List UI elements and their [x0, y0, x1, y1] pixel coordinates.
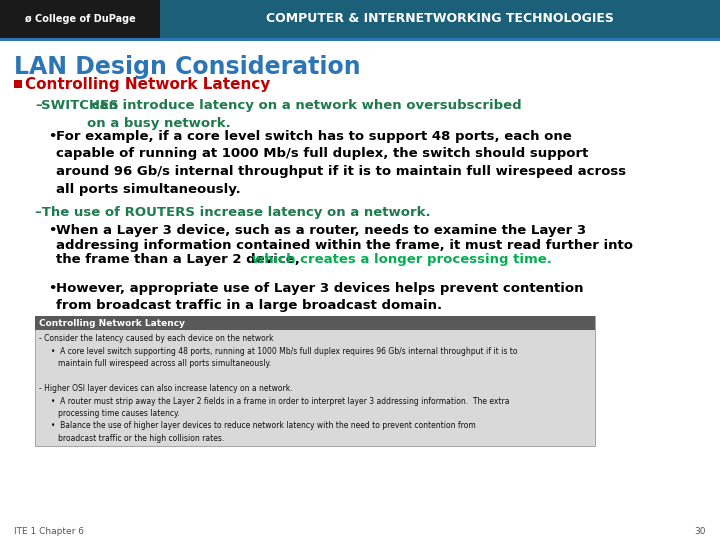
- Bar: [0, 38, 720, 41]
- Bar: [35, 316, 595, 330]
- Text: which creates a longer processing time.: which creates a longer processing time.: [252, 253, 552, 266]
- Bar: [14, 80, 22, 88]
- Text: –The use of ROUTERS increase latency on a network.: –The use of ROUTERS increase latency on …: [35, 206, 431, 219]
- Text: 30: 30: [695, 528, 706, 537]
- Text: can introduce latency on a network when oversubscribed
on a busy network.: can introduce latency on a network when …: [87, 99, 521, 130]
- Text: Controlling Network Latency: Controlling Network Latency: [25, 77, 271, 91]
- Text: ITE 1 Chapter 6: ITE 1 Chapter 6: [14, 528, 84, 537]
- Text: •: •: [48, 130, 56, 143]
- Text: –: –: [35, 99, 42, 112]
- Text: •: •: [48, 282, 56, 295]
- Text: Controlling Network Latency: Controlling Network Latency: [39, 319, 185, 327]
- Text: - Consider the latency caused by each device on the network
     •  A core level: - Consider the latency caused by each de…: [39, 334, 518, 443]
- Bar: [0, 0, 720, 38]
- Bar: [0, 0, 160, 38]
- Text: For example, if a core level switch has to support 48 ports, each one
capable of: For example, if a core level switch has …: [56, 130, 626, 195]
- Text: When a Layer 3 device, such as a router, needs to examine the Layer 3: When a Layer 3 device, such as a router,…: [56, 224, 586, 237]
- Text: •: •: [48, 224, 56, 237]
- Text: ø College of DuPage: ø College of DuPage: [24, 14, 135, 24]
- Text: SWITCHES: SWITCHES: [41, 99, 119, 112]
- Text: addressing information contained within the frame, it must read further into: addressing information contained within …: [56, 239, 633, 252]
- Text: COMPUTER & INTERNETWORKING TECHNOLOGIES: COMPUTER & INTERNETWORKING TECHNOLOGIES: [266, 12, 614, 25]
- Text: the frame than a Layer 2 device,: the frame than a Layer 2 device,: [56, 253, 305, 266]
- Bar: [35, 316, 595, 446]
- Text: LAN Design Consideration: LAN Design Consideration: [14, 55, 361, 79]
- Text: However, appropriate use of Layer 3 devices helps prevent contention
from broadc: However, appropriate use of Layer 3 devi…: [56, 282, 583, 313]
